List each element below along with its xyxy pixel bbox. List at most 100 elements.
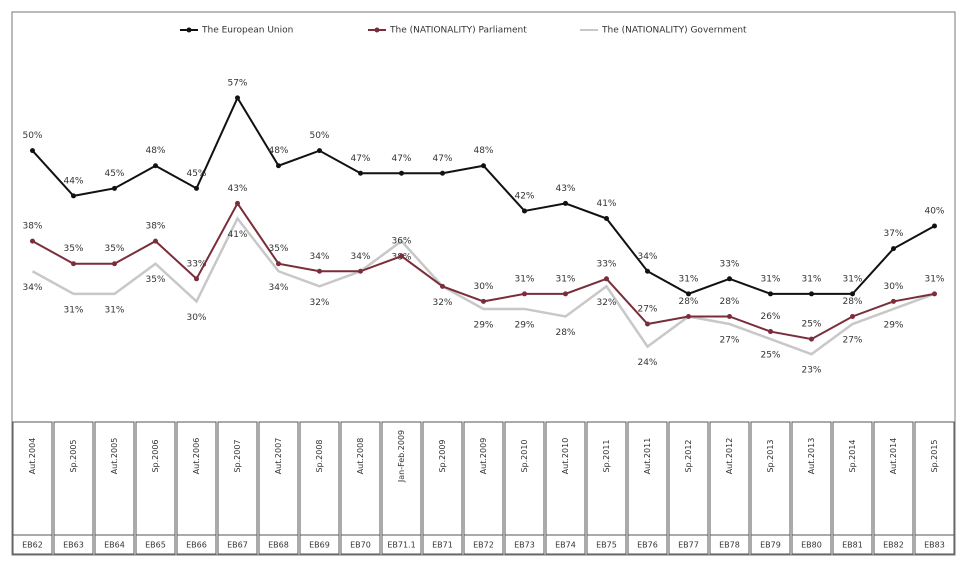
category-label: Sp.2007 bbox=[233, 439, 242, 472]
point bbox=[194, 185, 199, 191]
value-label: 44% bbox=[63, 176, 83, 186]
value-label: 31% bbox=[678, 274, 698, 284]
point bbox=[522, 208, 527, 214]
point bbox=[563, 200, 568, 206]
wave-label: EB81 bbox=[842, 541, 863, 550]
value-label: 35% bbox=[145, 275, 165, 285]
point bbox=[235, 95, 240, 101]
point bbox=[276, 163, 281, 169]
table-cell bbox=[586, 421, 627, 536]
table-cell bbox=[627, 534, 668, 555]
value-label: 27% bbox=[719, 336, 739, 346]
wave-label: EB73 bbox=[514, 541, 535, 550]
value-label: 30% bbox=[473, 282, 493, 292]
category-label: Aut.2012 bbox=[725, 438, 734, 475]
table-cell bbox=[176, 534, 217, 555]
table-cell bbox=[381, 534, 422, 555]
value-label: 31% bbox=[924, 274, 944, 284]
value-label: 43% bbox=[555, 184, 575, 194]
series-line bbox=[31, 216, 935, 356]
value-label: 47% bbox=[391, 154, 411, 164]
table-cell bbox=[504, 534, 545, 555]
value-label: 29% bbox=[883, 320, 903, 330]
value-label: 48% bbox=[145, 146, 165, 156]
category-label: Sp.2005 bbox=[69, 439, 78, 472]
category-label: Aut.2014 bbox=[889, 438, 898, 475]
value-label: 26% bbox=[760, 312, 780, 322]
point bbox=[112, 185, 117, 191]
legend-label: The European Union bbox=[201, 26, 293, 36]
point bbox=[850, 313, 855, 319]
category-label: Sp.2014 bbox=[848, 439, 857, 472]
table-cell bbox=[791, 534, 832, 555]
value-label: 43% bbox=[227, 184, 247, 194]
table-cell bbox=[750, 534, 791, 555]
table-cell bbox=[258, 534, 299, 555]
point bbox=[604, 276, 609, 282]
point bbox=[522, 291, 527, 297]
point bbox=[932, 223, 937, 229]
point bbox=[809, 291, 814, 297]
wave-label: EB71.1 bbox=[387, 541, 415, 550]
point bbox=[112, 261, 117, 267]
value-label: 34% bbox=[350, 252, 370, 262]
category-label: Sp.2013 bbox=[766, 439, 775, 472]
point bbox=[358, 268, 363, 274]
value-label: 30% bbox=[186, 313, 206, 323]
value-label: 31% bbox=[760, 274, 780, 284]
table-cell bbox=[545, 534, 586, 555]
wave-label: EB63 bbox=[63, 541, 84, 550]
value-label: 50% bbox=[309, 131, 329, 141]
wave-label: EB83 bbox=[924, 541, 945, 550]
value-label: 34% bbox=[637, 252, 657, 262]
legend-marker bbox=[186, 27, 192, 33]
wave-label: EB66 bbox=[186, 541, 207, 550]
value-label: 24% bbox=[637, 358, 657, 368]
table-cell bbox=[135, 534, 176, 555]
legend-marker bbox=[374, 27, 380, 33]
point bbox=[891, 298, 896, 304]
point bbox=[235, 200, 240, 206]
category-label: Sp.2015 bbox=[930, 439, 939, 472]
value-label: 33% bbox=[186, 259, 206, 269]
category-label: Sp.2008 bbox=[315, 439, 324, 472]
point bbox=[481, 298, 486, 304]
table-cell bbox=[299, 421, 340, 536]
point bbox=[645, 321, 650, 327]
point bbox=[30, 148, 35, 154]
value-label: 33% bbox=[596, 259, 616, 269]
value-label: 38% bbox=[145, 222, 165, 232]
table-cell bbox=[94, 534, 135, 555]
point bbox=[440, 283, 445, 289]
table-cell bbox=[217, 534, 258, 555]
table-cell bbox=[914, 421, 955, 536]
point bbox=[645, 268, 650, 274]
value-label: 47% bbox=[432, 154, 452, 164]
point bbox=[686, 313, 691, 319]
value-label: 29% bbox=[514, 320, 534, 330]
category-label: Aut.2010 bbox=[561, 438, 570, 475]
point bbox=[768, 329, 773, 335]
wave-label: EB80 bbox=[801, 541, 822, 550]
value-label: 45% bbox=[186, 169, 206, 179]
table-cell bbox=[832, 534, 873, 555]
wave-label: EB64 bbox=[104, 541, 125, 550]
category-label: Aut.2013 bbox=[807, 438, 816, 475]
point bbox=[481, 163, 486, 169]
point bbox=[932, 291, 937, 297]
table-cell bbox=[668, 421, 709, 536]
table-cell bbox=[12, 534, 53, 555]
value-label: 35% bbox=[104, 244, 124, 254]
value-label: 36% bbox=[391, 237, 411, 247]
point bbox=[727, 276, 732, 282]
category-label: Aut.2011 bbox=[643, 438, 652, 475]
table-cell bbox=[135, 421, 176, 536]
value-label: 32% bbox=[596, 298, 616, 308]
wave-label: EB75 bbox=[596, 541, 617, 550]
table-cell bbox=[422, 534, 463, 555]
table-cell bbox=[422, 421, 463, 536]
point bbox=[809, 336, 814, 342]
wave-label: EB69 bbox=[309, 541, 330, 550]
value-label: 37% bbox=[883, 229, 903, 239]
